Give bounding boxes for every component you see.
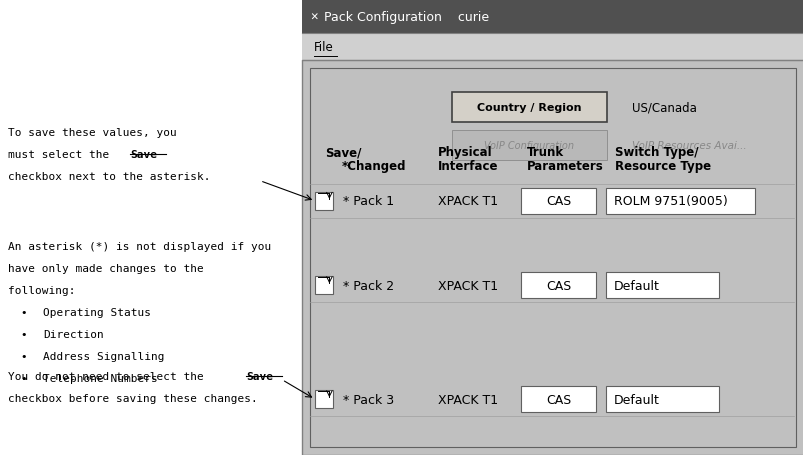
Text: * Pack 2: * Pack 2 [343,279,393,292]
Text: You do not need to select the: You do not need to select the [8,371,210,381]
Text: Save: Save [246,371,273,381]
Text: *Changed: *Changed [341,160,406,172]
Text: must select the: must select the [8,149,116,159]
Text: Default: Default [613,279,659,292]
Text: VoIP Configuration: VoIP Configuration [484,141,574,151]
Text: checkbox next to the asterisk.: checkbox next to the asterisk. [8,171,210,181]
Text: have only made changes to the: have only made changes to the [8,263,203,273]
Bar [520,386,595,412]
Text: XPACK T1: XPACK T1 [438,279,498,292]
Text: Default: Default [613,393,659,406]
Text: Parameters: Parameters [526,160,602,172]
Text: ROLM 9751(9005): ROLM 9751(9005) [613,195,727,208]
Bar [520,188,595,214]
FancyBboxPatch shape [451,131,606,161]
Text: Save/: Save/ [325,146,361,159]
FancyBboxPatch shape [451,93,606,123]
Text: Interface: Interface [438,160,498,172]
Text: Address Signalling: Address Signalling [43,351,165,361]
Bar [315,390,332,408]
Text: XPACK T1: XPACK T1 [438,393,498,406]
Text: Save: Save [130,149,157,159]
Text: •: • [20,373,26,383]
Text: To save these values, you: To save these values, you [8,127,177,137]
Text: CAS: CAS [545,279,570,292]
Text: following:: following: [8,285,75,295]
Text: CAS: CAS [545,195,570,208]
Text: Resource Type: Resource Type [614,160,711,172]
Text: XPACK T1: XPACK T1 [438,195,498,208]
Text: Country / Region: Country / Region [477,103,581,113]
Text: Trunk: Trunk [526,146,563,159]
Text: checkbox before saving these changes.: checkbox before saving these changes. [8,393,258,403]
Bar [302,61,803,455]
Text: Switch Type/: Switch Type/ [614,146,698,159]
Text: VoIP Resources Avai...: VoIP Resources Avai... [631,141,746,151]
Bar [605,273,718,298]
Bar [520,273,595,298]
Bar [315,192,332,210]
Text: Physical: Physical [438,146,492,159]
Bar [302,61,803,455]
Text: ✕: ✕ [310,10,317,24]
Bar [302,34,803,61]
Bar [605,188,754,214]
Text: CAS: CAS [545,393,570,406]
Bar [315,277,332,294]
Text: An asterisk (*) is not displayed if you: An asterisk (*) is not displayed if you [8,241,271,251]
Text: •: • [20,351,26,361]
Bar [605,386,718,412]
Text: Telephone Numbers: Telephone Numbers [43,373,157,383]
Text: US/Canada: US/Canada [631,101,696,114]
Text: Operating Status: Operating Status [43,307,151,317]
Text: •: • [20,307,26,317]
Bar [302,0,803,34]
Text: * Pack 1: * Pack 1 [343,195,393,208]
Text: File: File [314,41,333,54]
Text: Direction: Direction [43,329,104,339]
Text: •: • [20,329,26,339]
Text: * Pack 3: * Pack 3 [343,393,393,406]
Bar [310,69,795,447]
Text: Pack Configuration    curie: Pack Configuration curie [324,10,488,24]
